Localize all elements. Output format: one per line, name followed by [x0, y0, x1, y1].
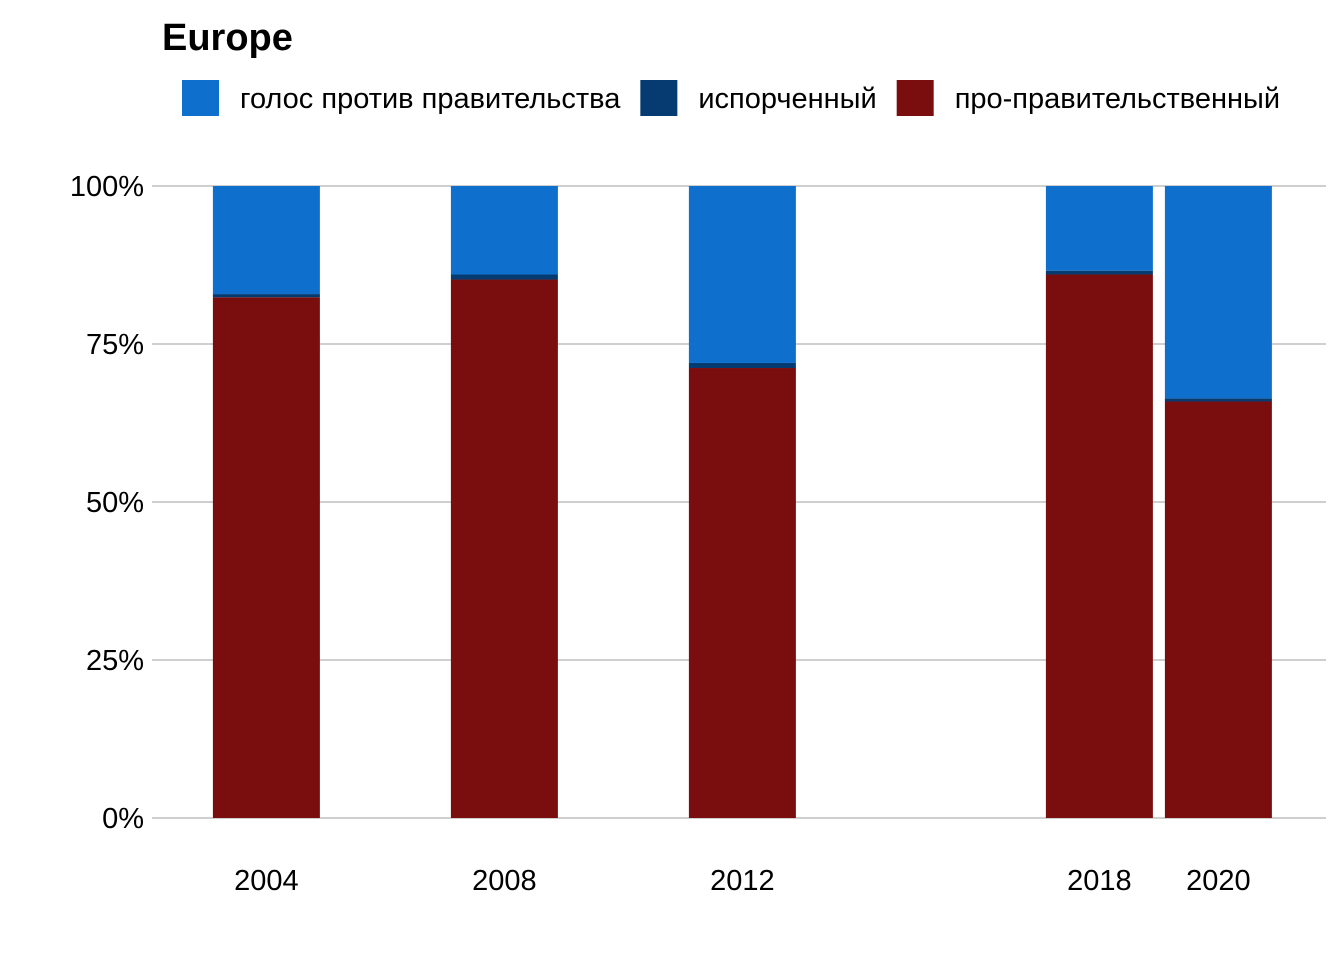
- y-tick-label: 100%: [70, 171, 144, 203]
- bar-segment-2020: [1164, 401, 1272, 818]
- y-tick-label: 0%: [102, 803, 144, 835]
- bar-segment-2008: [450, 279, 558, 818]
- bar-segment-2004: [212, 297, 320, 818]
- bar-segment-2012: [688, 186, 796, 363]
- y-tick-label: 50%: [86, 487, 144, 519]
- x-tick-label: 2020: [1186, 865, 1251, 897]
- bar-segment-2012: [688, 368, 796, 818]
- legend-swatch: [896, 80, 934, 116]
- x-tick-label: 2018: [1067, 865, 1132, 897]
- bar-segment-2008: [450, 186, 558, 275]
- bar-segment-2018: [1045, 186, 1153, 271]
- bar-segment-2008: [450, 274, 558, 280]
- y-tick-label: 75%: [86, 329, 144, 361]
- bar-segment-2020: [1164, 398, 1272, 402]
- legend-swatch: [182, 80, 219, 116]
- bar-segment-2004: [212, 186, 320, 295]
- legend-label: про-правительственный: [955, 83, 1280, 115]
- bars: [212, 186, 1272, 819]
- legend-label: испорченный: [698, 83, 876, 115]
- x-tick-label: 2008: [472, 865, 537, 897]
- legend: голос против правительства испорченный про…: [182, 80, 1280, 116]
- chart-title: Europe: [162, 17, 293, 59]
- bar-segment-2018: [1045, 270, 1153, 275]
- x-tick-label: 2004: [234, 865, 299, 897]
- y-axis: 0% 25% 50% 75% 100%: [70, 171, 144, 835]
- bar-segment-2004: [212, 294, 320, 298]
- x-tick-label: 2012: [710, 865, 775, 897]
- legend-label: голос против правительства: [240, 83, 621, 115]
- bar-segment-2012: [688, 362, 796, 369]
- x-axis: 2004 2008 2012 2018 2020: [234, 865, 1251, 897]
- legend-swatch: [640, 80, 678, 116]
- y-tick-label: 25%: [86, 645, 144, 677]
- bar-segment-2020: [1164, 186, 1272, 399]
- bar-segment-2018: [1045, 274, 1153, 819]
